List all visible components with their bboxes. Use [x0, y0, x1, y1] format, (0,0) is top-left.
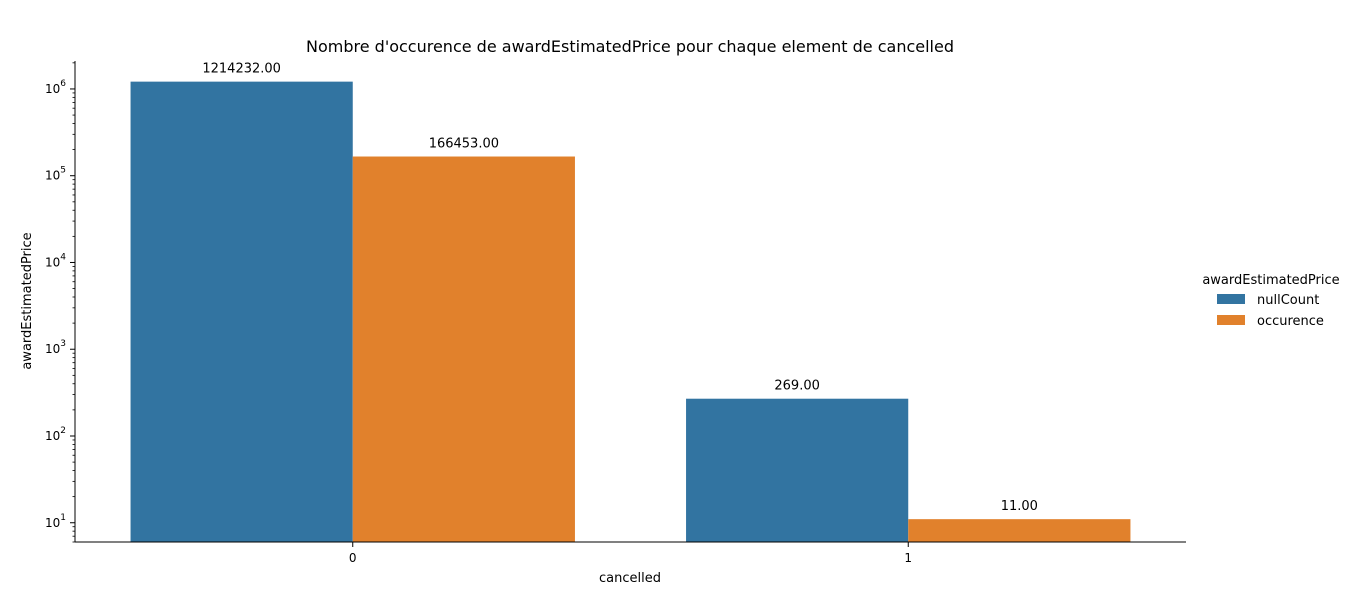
x-axis-label: cancelled — [599, 571, 661, 586]
bar-occurence-0 — [352, 156, 575, 543]
legend-entry-occurence: occurence — [1257, 314, 1324, 329]
x-tick-label-0: 0 — [349, 551, 357, 565]
bar-labels: 1214232.00 269.00 166453.00 11.00 — [202, 62, 1038, 515]
y-axis-label: awardEstimatedPrice — [20, 232, 35, 369]
bar-nullCount-0 — [130, 81, 353, 542]
y-tick-exponent: 4 — [60, 252, 66, 262]
legend-entries: nullCount occurence — [1217, 293, 1324, 329]
y-tick-base: 10 — [45, 255, 60, 269]
bar-label-nullCount-0: 1214232.00 — [202, 62, 281, 77]
bar-nullCount-1 — [686, 398, 909, 542]
x-tick-label-1: 1 — [904, 551, 912, 565]
legend-swatch-nullCount — [1217, 294, 1245, 304]
bar-label-occurence-1: 11.00 — [1001, 499, 1038, 514]
legend-title: awardEstimatedPrice — [1202, 273, 1339, 288]
bar-label-occurence-0: 166453.00 — [429, 137, 499, 152]
y-tick-base: 10 — [45, 82, 60, 96]
y-tick-label: 106 — [45, 79, 66, 96]
y-tick-base: 10 — [45, 429, 60, 443]
y-tick-base: 10 — [45, 342, 60, 356]
y-tick-exponent: 5 — [60, 166, 66, 176]
y-tick-label: 101 — [45, 513, 66, 530]
y-tick-label: 105 — [45, 166, 66, 183]
y-tick-label: 103 — [45, 339, 66, 356]
y-tick-base: 10 — [45, 169, 60, 183]
chart-title: Nombre d'occurence de awardEstimatedPric… — [306, 37, 954, 56]
bar-occurence-1 — [908, 519, 1131, 542]
y-tick-exponent: 3 — [60, 339, 66, 349]
y-tick-exponent: 6 — [60, 79, 66, 89]
y-tick-exponent: 2 — [60, 426, 66, 436]
bar-label-nullCount-1: 269.00 — [774, 379, 820, 394]
legend-entry-nullCount: nullCount — [1257, 293, 1319, 308]
legend: awardEstimatedPrice nullCount occurence — [1202, 273, 1339, 329]
legend-swatch-occurence — [1217, 315, 1245, 325]
y-tick-label: 102 — [45, 426, 66, 443]
y-tick-base: 10 — [45, 516, 60, 530]
y-tick-label: 104 — [45, 252, 66, 269]
bars — [130, 81, 1131, 543]
y-tick-exponent: 1 — [60, 513, 66, 523]
